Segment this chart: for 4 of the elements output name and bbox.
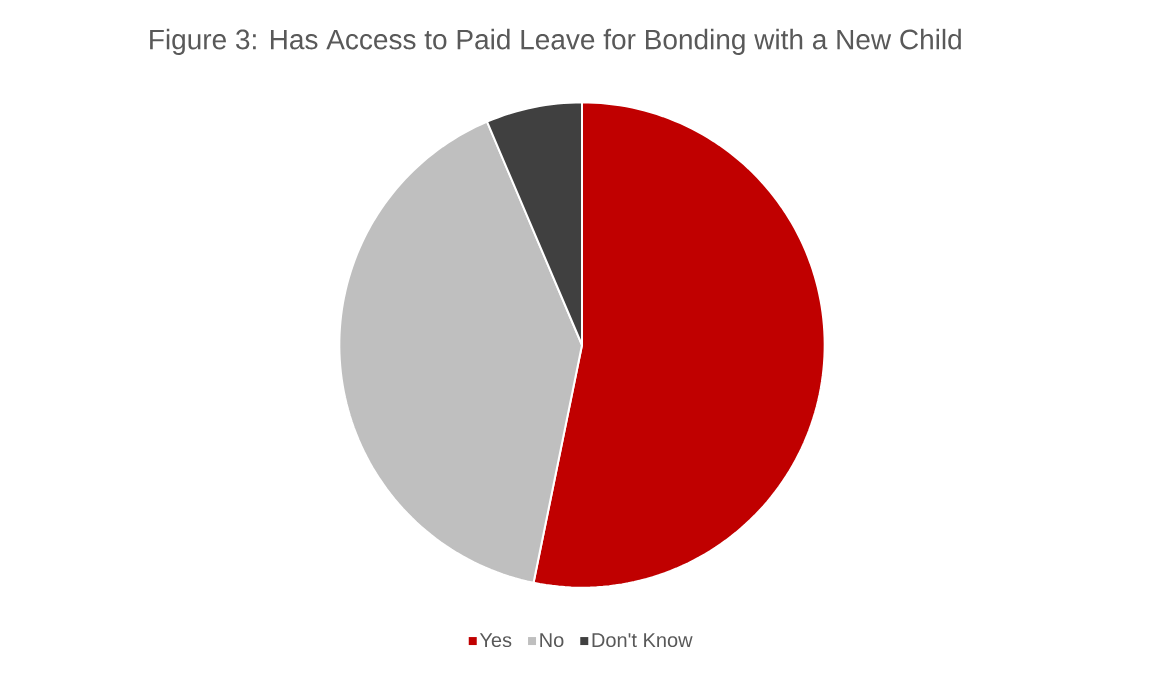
legend-label: No	[540, 633, 564, 648]
legend-label: Don't Know	[592, 633, 693, 648]
chart-title: Figure 3: Has Access to Paid Leave for Bonding with a New Child	[150, 28, 961, 55]
legend-label: Yes	[479, 633, 512, 648]
